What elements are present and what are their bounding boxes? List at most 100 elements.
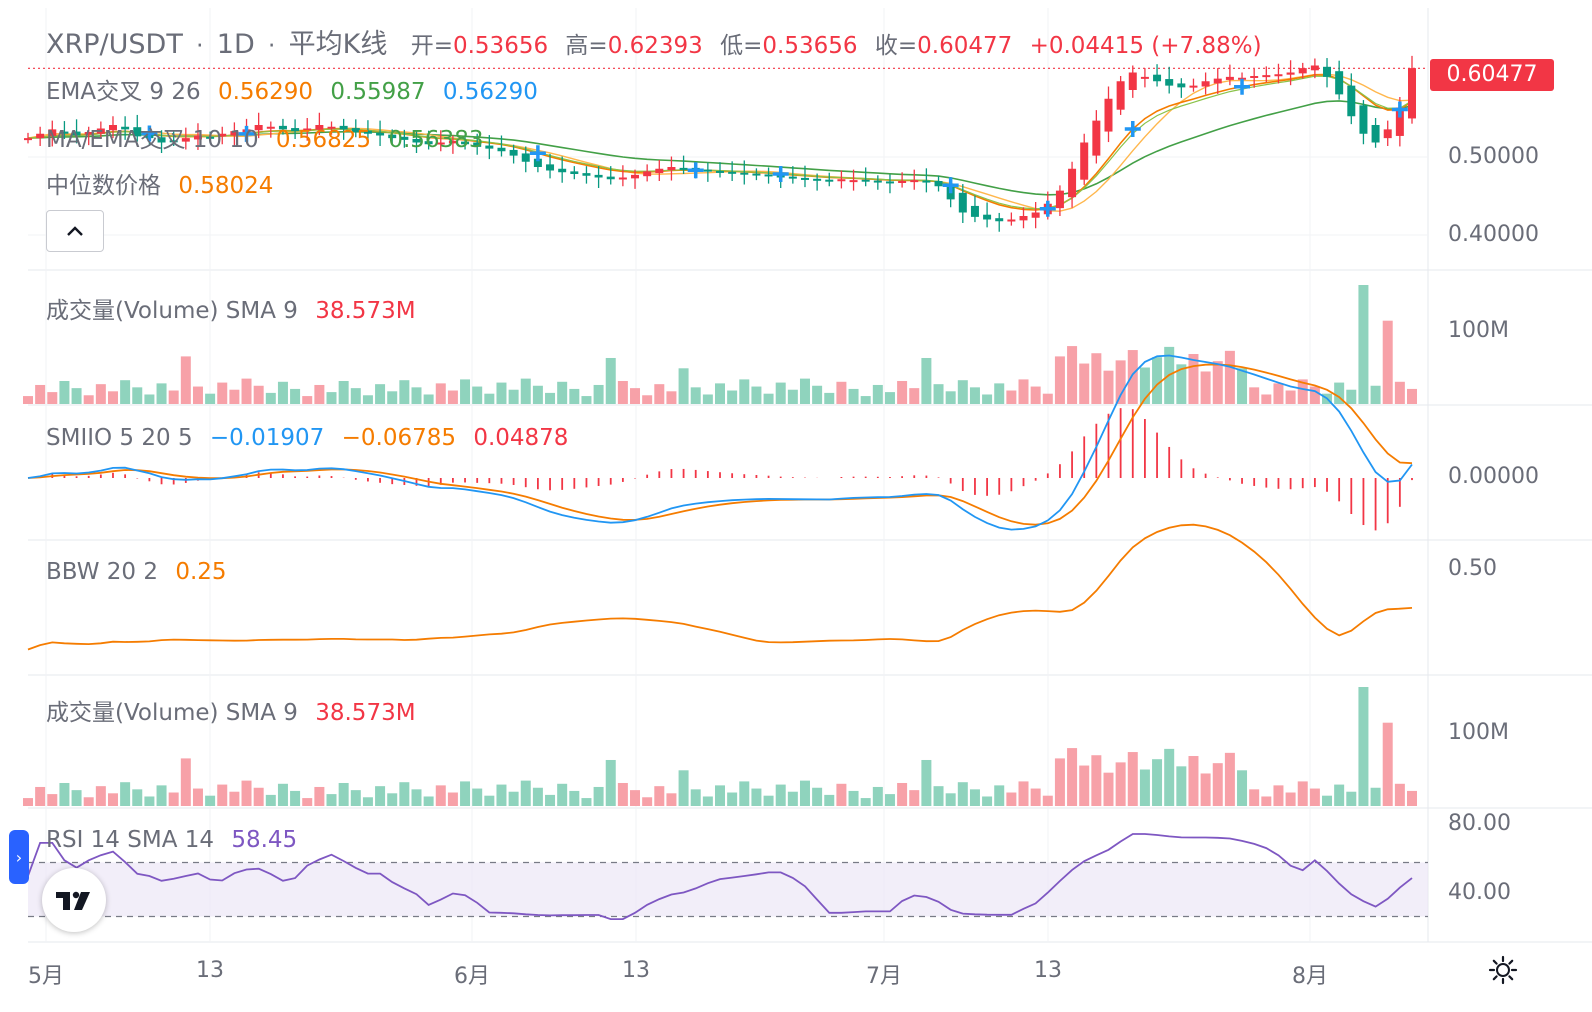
- volume-bar: [1273, 383, 1284, 404]
- volume-bar: [654, 786, 665, 806]
- gear-icon[interactable]: [1488, 955, 1518, 985]
- x-axis-label: 5月: [28, 964, 64, 989]
- ma-ema-cross-legend[interactable]: MA/EMA交叉 10 10 0.56825 0.56383: [46, 120, 493, 154]
- candle-body: [1068, 168, 1077, 198]
- volume-bar: [156, 383, 167, 404]
- candle-body: [606, 176, 615, 180]
- volume-bar: [1212, 763, 1223, 806]
- candle-body: [716, 170, 724, 173]
- volume-bar: [1054, 356, 1065, 404]
- volume-bar: [921, 759, 932, 806]
- volume-bar: [460, 781, 471, 806]
- price-axis-label: 0.40000: [1448, 222, 1539, 247]
- cross-marker: [942, 177, 959, 194]
- volume-bar: [1224, 752, 1235, 806]
- volume-bar: [144, 796, 155, 806]
- candle-body: [1031, 212, 1040, 218]
- candle-body: [108, 125, 117, 131]
- candle-body: [193, 135, 202, 140]
- symbol-name[interactable]: XRP/USDT: [46, 29, 183, 60]
- volume-bar: [1237, 770, 1248, 806]
- collapse-legend-button[interactable]: [46, 210, 104, 252]
- interval-label[interactable]: 1D: [216, 29, 255, 60]
- candle-body: [898, 181, 907, 183]
- smiio-signal-line: [27, 363, 1413, 526]
- candle-body: [570, 171, 579, 174]
- smiio-legend[interactable]: SMIIO 5 20 5 −0.01907 −0.06785 0.04878: [46, 425, 578, 451]
- volume-bar: [945, 391, 956, 404]
- side-panel-toggle[interactable]: ›: [9, 830, 29, 884]
- median-price-legend[interactable]: 中位数价格 0.58024: [46, 166, 283, 200]
- chart-style-label[interactable]: 平均K线: [288, 29, 388, 60]
- volume-bar: [23, 798, 33, 806]
- volume-bar: [593, 384, 604, 404]
- volume-bar: [35, 786, 46, 806]
- volume-bar: [205, 795, 216, 806]
- candle-body: [679, 167, 688, 170]
- tradingview-logo[interactable]: [42, 868, 106, 932]
- bbw-pane: [27, 523, 1413, 651]
- volume-bar: [1115, 360, 1126, 404]
- candle-body: [1286, 72, 1295, 75]
- x-axis-label: 13: [196, 958, 224, 983]
- volume-bar: [715, 785, 725, 806]
- candle-body: [1177, 83, 1186, 88]
- rsi-pane: [27, 833, 1428, 920]
- candle-body: [1189, 85, 1198, 88]
- volume-bar: [399, 782, 410, 806]
- candle-body: [1201, 81, 1210, 87]
- volume-bar: [557, 381, 568, 404]
- volume-bar: [375, 786, 386, 806]
- volume-bar: [969, 387, 980, 404]
- rsi-legend[interactable]: RSI 14 SMA 14 58.45: [46, 827, 307, 853]
- volume-bar: [302, 396, 313, 404]
- bbw-legend[interactable]: BBW 20 2 0.25: [46, 559, 237, 585]
- bbw-value: 0.25: [175, 559, 227, 585]
- volume-legend-2[interactable]: 成交量(Volume) SMA 9 38.573M: [46, 693, 426, 727]
- high-label: 高=: [565, 33, 608, 59]
- candle-body: [910, 180, 919, 183]
- candle-body: [983, 214, 992, 220]
- candle-body: [266, 126, 275, 129]
- volume-bar: [95, 786, 106, 806]
- candle-body: [1116, 81, 1125, 110]
- cross-marker: [1391, 101, 1408, 118]
- symbol-header[interactable]: XRP/USDT · 1D · 平均K线 开=0.53656 高=0.62393…: [46, 22, 1272, 61]
- volume-bar: [1067, 748, 1078, 806]
- volume-bar: [897, 782, 908, 806]
- ema-cross-legend[interactable]: EMA交叉 9 26 0.56290 0.55987 0.56290: [46, 72, 548, 106]
- volume-bar: [1249, 789, 1260, 806]
- volume-bar: [1200, 773, 1211, 806]
- volume-bar: [909, 790, 920, 806]
- candle-body: [825, 179, 834, 182]
- volume-bar: [23, 396, 33, 404]
- smiio-value-1: −0.01907: [209, 425, 325, 451]
- candle-body: [157, 137, 166, 143]
- volume-bar: [933, 786, 944, 806]
- candle-body: [509, 149, 518, 156]
- volume-bar: [1006, 390, 1017, 404]
- candle-body: [788, 176, 797, 179]
- volume-bar: [205, 393, 216, 404]
- volume-legend-1[interactable]: 成交量(Volume) SMA 9 38.573M: [46, 291, 426, 325]
- change-value: +0.04415 (+7.88%): [1029, 33, 1262, 59]
- volume-bar: [860, 396, 871, 404]
- rsi-name: RSI 14 SMA 14: [46, 827, 215, 853]
- volume-bar: [241, 378, 252, 404]
- volume-bar: [872, 384, 883, 404]
- median-price-value: 0.58024: [178, 173, 274, 199]
- volume-bar: [435, 383, 446, 404]
- volume-bar: [1370, 385, 1381, 404]
- candle-body: [1238, 77, 1247, 80]
- rsi-axis-label: 40.00: [1448, 880, 1511, 905]
- candle-body: [230, 131, 239, 136]
- volume-pane-1: [23, 285, 1417, 404]
- volume-bar: [1139, 769, 1150, 806]
- volume-bar: [1200, 371, 1211, 404]
- rsi-line: [27, 833, 1413, 920]
- volume-bar: [630, 388, 641, 404]
- candle-body: [206, 136, 215, 139]
- volume-bar: [994, 785, 1005, 806]
- cross-marker: [1039, 200, 1056, 217]
- volume-bar: [605, 357, 616, 404]
